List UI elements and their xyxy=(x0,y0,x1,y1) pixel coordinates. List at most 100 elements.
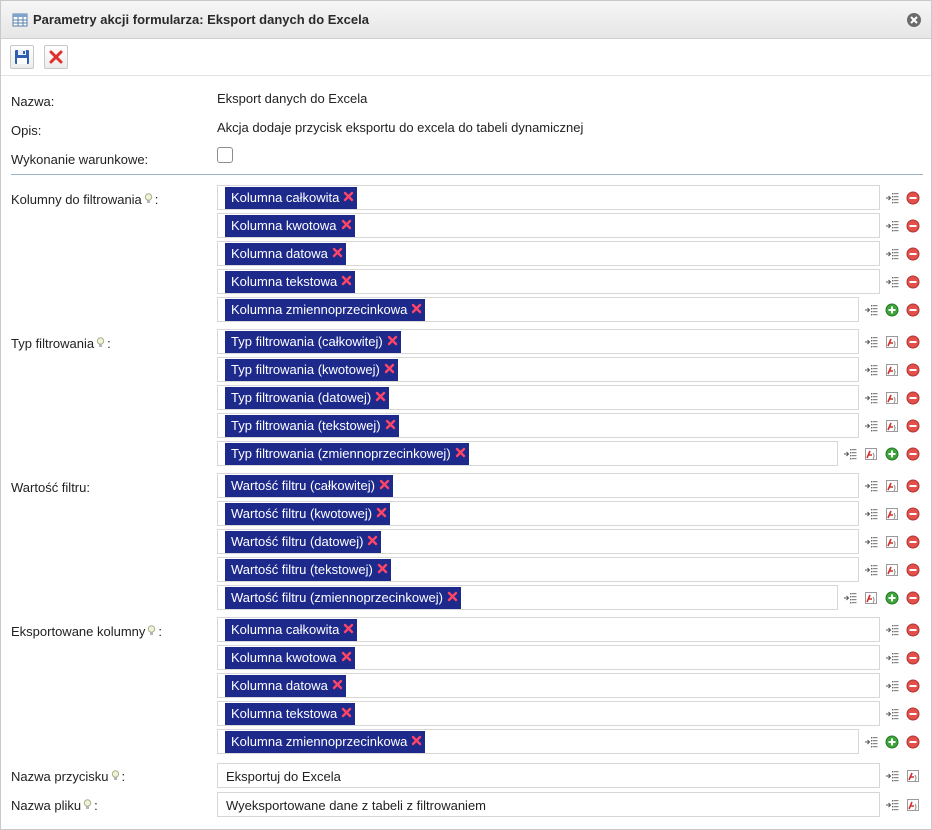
remove-icon[interactable] xyxy=(906,191,920,205)
insert-list-icon[interactable] xyxy=(864,507,878,521)
text-input[interactable]: Eksportuj do Excela xyxy=(217,763,880,788)
conditional-checkbox[interactable] xyxy=(217,147,233,163)
selected-tag[interactable]: Kolumna datowa xyxy=(225,675,346,697)
list-item[interactable]: Typ filtrowania (tekstowej) xyxy=(217,413,859,438)
remove-tag-icon[interactable] xyxy=(332,247,343,258)
remove-icon[interactable] xyxy=(906,623,920,637)
insert-list-icon[interactable] xyxy=(864,735,878,749)
selected-tag[interactable]: Wartość filtru (tekstowej) xyxy=(225,559,391,581)
list-item[interactable]: Wartość filtru (całkowitej) xyxy=(217,473,859,498)
insert-list-icon[interactable] xyxy=(864,335,878,349)
insert-list-icon[interactable] xyxy=(843,591,857,605)
list-item[interactable]: Kolumna całkowita xyxy=(217,185,880,210)
list-item[interactable]: Typ filtrowania (kwotowej) xyxy=(217,357,859,382)
list-item[interactable]: Kolumna datowa xyxy=(217,241,880,266)
list-item[interactable]: Typ filtrowania (całkowitej) xyxy=(217,329,859,354)
insert-list-icon[interactable] xyxy=(885,798,899,812)
remove-icon[interactable] xyxy=(906,303,920,317)
text-input[interactable]: Wyeksportowane dane z tabeli z filtrowan… xyxy=(217,792,880,817)
remove-icon[interactable] xyxy=(906,535,920,549)
insert-list-icon[interactable] xyxy=(864,563,878,577)
remove-tag-icon[interactable] xyxy=(341,219,352,230)
insert-list-icon[interactable] xyxy=(885,219,899,233)
cancel-button[interactable] xyxy=(44,45,68,69)
add-icon[interactable] xyxy=(885,303,899,317)
remove-icon[interactable] xyxy=(906,735,920,749)
remove-tag-icon[interactable] xyxy=(343,623,354,634)
remove-icon[interactable] xyxy=(906,447,920,461)
hint-bulb-icon[interactable] xyxy=(111,770,120,782)
remove-tag-icon[interactable] xyxy=(411,303,422,314)
remove-icon[interactable] xyxy=(906,247,920,261)
list-item[interactable]: Wartość filtru (kwotowej) xyxy=(217,501,859,526)
insert-list-icon[interactable] xyxy=(885,191,899,205)
add-icon[interactable] xyxy=(885,447,899,461)
selected-tag[interactable]: Kolumna tekstowa xyxy=(225,271,356,293)
add-icon[interactable] xyxy=(885,735,899,749)
remove-icon[interactable] xyxy=(906,507,920,521)
selected-tag[interactable]: Kolumna zmiennoprzecinkowa xyxy=(225,731,426,753)
selected-tag[interactable]: Kolumna zmiennoprzecinkowa xyxy=(225,299,426,321)
insert-list-icon[interactable] xyxy=(864,419,878,433)
remove-tag-icon[interactable] xyxy=(341,275,352,286)
hint-bulb-icon[interactable] xyxy=(144,193,153,205)
remove-icon[interactable] xyxy=(906,363,920,377)
remove-tag-icon[interactable] xyxy=(379,479,390,490)
formula-edit-icon[interactable] xyxy=(906,769,920,783)
insert-list-icon[interactable] xyxy=(843,447,857,461)
list-item[interactable]: Typ filtrowania (zmiennoprzecinkowej) xyxy=(217,441,838,466)
list-item[interactable]: Kolumna tekstowa xyxy=(217,701,880,726)
formula-edit-icon[interactable] xyxy=(885,391,899,405)
insert-list-icon[interactable] xyxy=(885,769,899,783)
list-item[interactable]: Kolumna datowa xyxy=(217,673,880,698)
formula-edit-icon[interactable] xyxy=(906,798,920,812)
remove-tag-icon[interactable] xyxy=(367,535,378,546)
list-item[interactable]: Kolumna tekstowa xyxy=(217,269,880,294)
formula-edit-icon[interactable] xyxy=(885,563,899,577)
insert-list-icon[interactable] xyxy=(864,535,878,549)
insert-list-icon[interactable] xyxy=(864,363,878,377)
formula-edit-icon[interactable] xyxy=(885,363,899,377)
remove-tag-icon[interactable] xyxy=(343,191,354,202)
list-item[interactable]: Kolumna kwotowa xyxy=(217,645,880,670)
insert-list-icon[interactable] xyxy=(864,391,878,405)
selected-tag[interactable]: Wartość filtru (datowej) xyxy=(225,531,382,553)
insert-list-icon[interactable] xyxy=(864,303,878,317)
list-item[interactable]: Typ filtrowania (datowej) xyxy=(217,385,859,410)
formula-edit-icon[interactable] xyxy=(864,591,878,605)
list-item[interactable]: Kolumna całkowita xyxy=(217,617,880,642)
remove-icon[interactable] xyxy=(906,651,920,665)
list-item[interactable]: Kolumna zmiennoprzecinkowa xyxy=(217,729,859,754)
insert-list-icon[interactable] xyxy=(885,651,899,665)
list-item[interactable]: Wartość filtru (datowej) xyxy=(217,529,859,554)
selected-tag[interactable]: Typ filtrowania (kwotowej) xyxy=(225,359,398,381)
formula-edit-icon[interactable] xyxy=(885,479,899,493)
remove-tag-icon[interactable] xyxy=(341,651,352,662)
hint-bulb-icon[interactable] xyxy=(147,625,156,637)
remove-icon[interactable] xyxy=(906,419,920,433)
selected-tag[interactable]: Typ filtrowania (datowej) xyxy=(225,387,390,409)
formula-edit-icon[interactable] xyxy=(885,419,899,433)
remove-tag-icon[interactable] xyxy=(387,335,398,346)
list-item[interactable]: Kolumna kwotowa xyxy=(217,213,880,238)
selected-tag[interactable]: Kolumna kwotowa xyxy=(225,215,355,237)
remove-icon[interactable] xyxy=(906,563,920,577)
selected-tag[interactable]: Kolumna całkowita xyxy=(225,619,358,641)
formula-edit-icon[interactable] xyxy=(864,447,878,461)
selected-tag[interactable]: Wartość filtru (kwotowej) xyxy=(225,503,391,525)
insert-list-icon[interactable] xyxy=(885,707,899,721)
selected-tag[interactable]: Typ filtrowania (tekstowej) xyxy=(225,415,399,437)
remove-tag-icon[interactable] xyxy=(455,447,466,458)
remove-icon[interactable] xyxy=(906,591,920,605)
selected-tag[interactable]: Typ filtrowania (całkowitej) xyxy=(225,331,401,353)
remove-icon[interactable] xyxy=(906,335,920,349)
remove-tag-icon[interactable] xyxy=(385,419,396,430)
list-item[interactable]: Wartość filtru (tekstowej) xyxy=(217,557,859,582)
add-icon[interactable] xyxy=(885,591,899,605)
remove-icon[interactable] xyxy=(906,219,920,233)
remove-icon[interactable] xyxy=(906,275,920,289)
remove-icon[interactable] xyxy=(906,391,920,405)
list-item[interactable]: Kolumna zmiennoprzecinkowa xyxy=(217,297,859,322)
remove-tag-icon[interactable] xyxy=(411,735,422,746)
remove-tag-icon[interactable] xyxy=(332,679,343,690)
